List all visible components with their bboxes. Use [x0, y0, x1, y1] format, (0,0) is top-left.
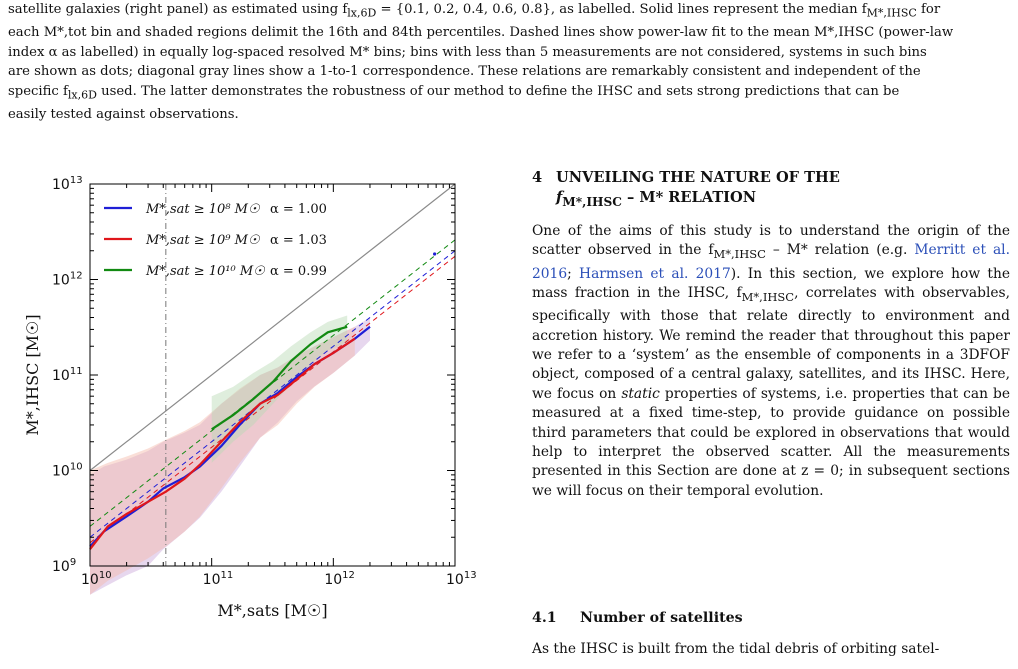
legend-alpha-1: α = 1.03: [270, 233, 327, 248]
caption-line-6: easily tested against observations.: [8, 106, 239, 122]
caption-line-5: specific flx,6D used. The latter demonst…: [8, 83, 900, 102]
x-tick-label: 1013: [446, 570, 477, 588]
x-tick-label: 1012: [324, 570, 355, 588]
subsection-title: Number of satellites: [580, 610, 743, 626]
figure-caption: satellite galaxies (right panel) as esti…: [8, 0, 1010, 124]
subsection-heading: 4.1 Number of satellites: [532, 610, 743, 626]
y-axis-label: M*,IHSC [M☉]: [23, 314, 42, 435]
section-body: One of the aims of this study is to unde…: [532, 223, 1010, 499]
x-axis-label: M*,sats [M☉]: [217, 601, 327, 620]
subsection-number: 4.1: [532, 610, 557, 626]
median-line-1: [89, 337, 356, 550]
band-1: [90, 326, 355, 595]
one-to-one-line: [89, 183, 456, 471]
legend-label-2: M*,sat ≥ 10¹⁰ M☉: [145, 264, 266, 279]
x-tick-label: 1011: [203, 570, 234, 588]
y-tick-label: 1012: [52, 271, 83, 289]
x-tick-label: 1010: [81, 570, 112, 588]
y-tick-label: 1011: [52, 366, 83, 384]
outlier-dot-0: [433, 252, 437, 256]
caption-line-2: each M*,tot bin and shaded regions delim…: [8, 25, 954, 41]
body-continuation: As the IHSC is built from the tidal debr…: [532, 641, 940, 657]
fit-line-0: [89, 250, 456, 538]
y-tick-label: 109: [52, 557, 76, 575]
legend-alpha-2: α = 0.99: [270, 264, 327, 279]
y-tick-label: 1013: [52, 175, 83, 193]
section-title-line2: fM*,IHSC – M* RELATION: [556, 189, 757, 209]
section-number: 4: [532, 169, 543, 186]
caption-line-3: index α as labelled) in equally log-spac…: [8, 44, 927, 60]
y-tick-label: 1010: [52, 462, 83, 480]
citation-harmsen[interactable]: Harmsen et al. 2017: [579, 265, 731, 282]
section-heading: 4 UNVEILING THE NATURE OF THE fM*,IHSC – …: [532, 168, 1010, 212]
median-line-2: [211, 325, 348, 431]
band-2: [211, 315, 348, 463]
caption-line-1: satellite galaxies (right panel) as esti…: [8, 2, 941, 20]
citation-merritt[interactable]: Merritt et al. 2016: [532, 242, 1010, 282]
ihsc-mass-figure: 1010 1011 1012 1013 109 1010 1011 1012 1013 M*,sa…: [23, 175, 477, 620]
caption-line-4: are shown as dots; diagonal gray lines s…: [8, 64, 921, 80]
legend-alpha-0: α = 1.00: [270, 202, 327, 217]
band-0: [90, 317, 370, 595]
section-title-line1: UNVEILING THE NATURE OF THE: [556, 169, 840, 186]
legend-label-1: M*,sat ≥ 10⁹ M☉: [145, 233, 261, 248]
legend-label-0: M*,sat ≥ 10⁸ M☉: [145, 202, 261, 217]
